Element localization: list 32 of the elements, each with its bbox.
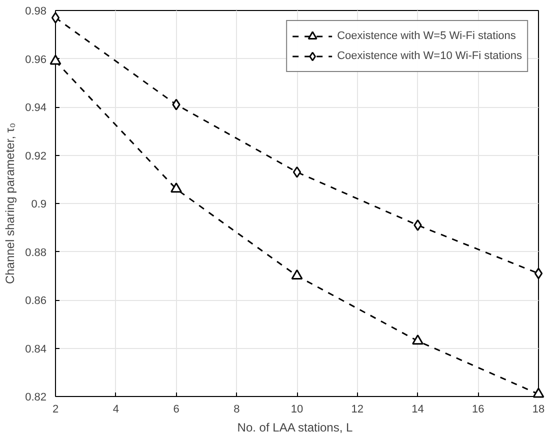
point: [414, 219, 422, 231]
x-tick-label: 8: [234, 404, 240, 416]
x-tick-label: 12: [351, 404, 364, 416]
point: [50, 54, 62, 65]
y-tick-label: 0.86: [25, 295, 47, 307]
y-tick-label: 0.88: [25, 246, 47, 259]
x-tick-label: 18: [532, 404, 545, 416]
point: [532, 388, 544, 398]
x-axis-title: No. of LAA stations, L: [237, 420, 354, 434]
x-tick-label: 2: [52, 404, 59, 416]
y-tick-label: 0.82: [25, 392, 47, 404]
y-tick-label: 0.92: [25, 150, 47, 162]
y-tick-label: 0.96: [25, 54, 47, 66]
point: [292, 166, 302, 178]
x-tick-label: 4: [112, 404, 119, 416]
point: [172, 98, 180, 110]
point: [412, 334, 424, 345]
legend-label: Coexistence with W=10 Wi-Fi stations: [337, 50, 522, 62]
point: [170, 182, 182, 193]
x-tick-label: 14: [412, 404, 424, 416]
x-tick-label: 6: [173, 404, 180, 416]
y-tick-label: 0.9: [31, 198, 47, 210]
point: [291, 269, 303, 280]
point: [51, 12, 60, 24]
y-tick-label: 0.84: [25, 343, 47, 356]
y-axis-title: Channel sharing parameter, τ₀: [3, 122, 18, 284]
x-tick-label: 16: [472, 404, 484, 416]
point: [534, 268, 543, 280]
y-tick-label: 0.94: [25, 102, 47, 114]
legend-label: Coexistence with W=5 Wi-Fi stations: [337, 30, 516, 42]
y-tick-label: 0.98: [25, 6, 47, 18]
x-tick-label: 10: [290, 404, 304, 416]
